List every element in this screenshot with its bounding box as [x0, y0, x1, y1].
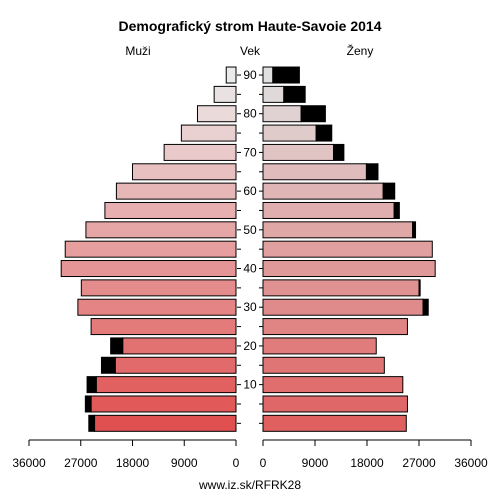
male-bar-60-64	[115, 182, 237, 200]
female-excess-75-79	[315, 124, 333, 142]
age-tick-label: 80	[243, 107, 257, 121]
male-bar-20-24	[122, 337, 237, 355]
female-bar-85-89	[262, 85, 285, 103]
male-excess-5-9	[84, 395, 92, 413]
source-label: www.iz.sk/RFRK28	[198, 478, 301, 492]
age-axis: 10 20 30 40 50 60 70 80 90	[237, 68, 263, 424]
female-bar-10-14	[262, 376, 404, 394]
male-bars	[60, 66, 237, 432]
male-bar-25-29	[90, 318, 237, 336]
male-axis-label: 0	[233, 456, 240, 470]
age-tick-label: 50	[243, 223, 257, 237]
male-bar-40-44	[60, 260, 237, 278]
female-bar-55-59	[262, 201, 395, 219]
female-axis-label: 0	[260, 456, 267, 470]
female-bar-40-44	[262, 260, 436, 278]
age-tick-label: 30	[243, 300, 257, 314]
age-tick-label: 60	[243, 184, 257, 198]
male-axis-label: 36000	[12, 456, 46, 470]
male-bar-5-9	[90, 395, 237, 413]
male-bar-80-84	[196, 105, 237, 123]
male-bar-15-19	[114, 356, 237, 374]
female-axis-label: 9000	[302, 456, 329, 470]
male-axis-label: 9000	[171, 456, 198, 470]
female-excess-35-39	[418, 279, 421, 297]
male-bar-45-49	[64, 240, 237, 258]
female-excess-60-64	[382, 182, 396, 200]
age-tick-label: 40	[243, 262, 257, 276]
female-bar-65-69	[262, 163, 367, 181]
female-excess-30-34	[422, 298, 429, 316]
age-tick-label: 20	[243, 339, 257, 353]
male-excess-15-19	[100, 356, 116, 374]
female-bar-5-9	[262, 395, 408, 413]
age-tick-label: 10	[243, 378, 257, 392]
female-bar-90+	[262, 66, 274, 84]
female-bar-30-34	[262, 298, 424, 316]
male-excess-20-24	[110, 337, 124, 355]
male-bar-0-4	[94, 414, 237, 432]
female-bar-45-49	[262, 240, 433, 258]
female-axis-label: 27000	[402, 456, 436, 470]
female-excess-85-89	[283, 85, 306, 103]
male-bar-50-54	[85, 221, 237, 239]
female-excess-50-54	[412, 221, 417, 239]
age-tick-label: 70	[243, 145, 257, 159]
female-bar-70-74	[262, 143, 334, 161]
age-tick-label: 90	[243, 68, 257, 82]
female-bar-15-19	[262, 356, 385, 374]
female-excess-80-84	[300, 105, 326, 123]
female-bars	[262, 66, 436, 432]
female-bar-80-84	[262, 105, 302, 123]
female-bar-75-79	[262, 124, 317, 142]
male-axis-label: 18000	[116, 456, 150, 470]
female-label: Ženy	[347, 43, 374, 58]
age-label: Vek	[240, 44, 261, 58]
male-bar-35-39	[80, 279, 237, 297]
male-excess-10-14	[86, 376, 97, 394]
female-bar-50-54	[262, 221, 414, 239]
female-bar-35-39	[262, 279, 420, 297]
male-bar-75-79	[180, 124, 237, 142]
female-bar-60-64	[262, 182, 384, 200]
female-bar-0-4	[262, 414, 407, 432]
female-axis-label: 18000	[350, 456, 384, 470]
male-axis-label: 27000	[64, 456, 98, 470]
chart-title: Demografický strom Haute-Savoie 2014	[119, 18, 382, 34]
female-axis-label: 36000	[454, 456, 488, 470]
female-bar-25-29	[262, 318, 408, 336]
male-bar-90+	[225, 66, 237, 84]
male-label: Muži	[125, 44, 150, 58]
female-excess-55-59	[393, 201, 400, 219]
male-bar-70-74	[163, 143, 237, 161]
male-bar-30-34	[77, 298, 237, 316]
female-bar-20-24	[262, 337, 377, 355]
male-bar-55-59	[104, 201, 237, 219]
male-excess-0-4	[88, 414, 96, 432]
male-bar-85-89	[213, 85, 237, 103]
male-bar-10-14	[95, 376, 237, 394]
female-excess-65-69	[365, 163, 379, 181]
male-bar-65-69	[132, 163, 237, 181]
female-excess-70-74	[332, 143, 345, 161]
x-axis: 0 0 9000 9000 18000 18000 27000 27000 36000 36000	[12, 439, 488, 470]
female-excess-90+	[272, 66, 300, 84]
